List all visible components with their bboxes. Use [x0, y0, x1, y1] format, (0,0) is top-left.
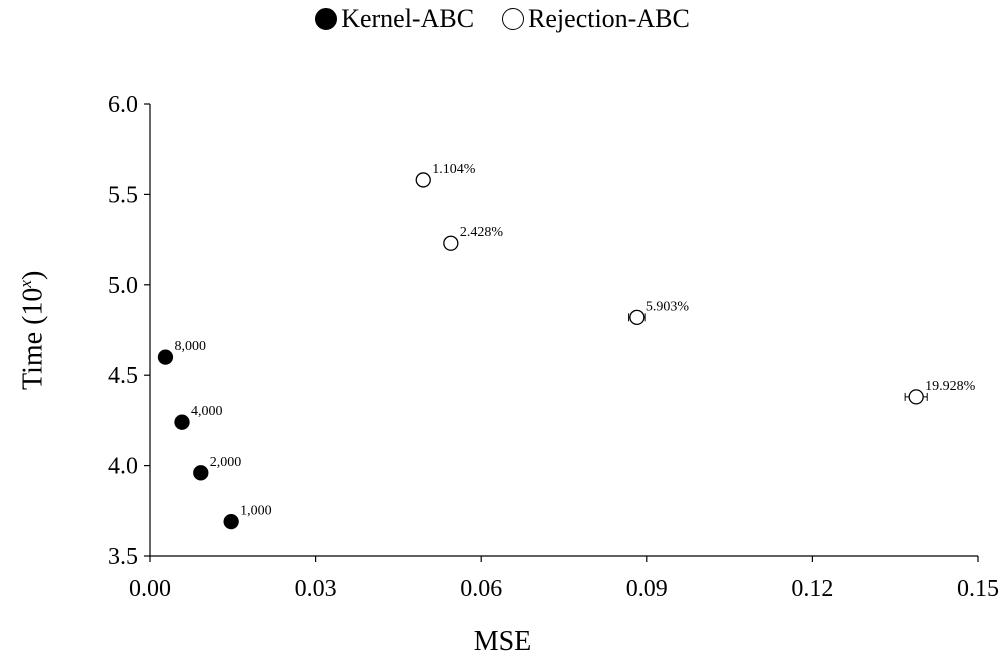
legend-label-kernel-abc: Kernel-ABC [341, 4, 475, 33]
y-axis-label-main: Time (10 [17, 287, 49, 390]
data-point-label: 2,000 [210, 455, 242, 470]
legend: Kernel-ABC Rejection-ABC [0, 4, 1005, 34]
rejection-abc-point [629, 309, 645, 325]
kernel-abc-point [223, 513, 239, 530]
data-point-label: 1,000 [240, 504, 271, 519]
x-axis-label: MSE [473, 626, 532, 657]
y-tick-label: 4.0 [108, 454, 138, 480]
kernel-abc-point [174, 414, 190, 430]
x-tick-label: 0.15 [957, 576, 999, 602]
y-tick-label: 5.0 [108, 273, 138, 299]
data-point-label: 8,000 [174, 339, 206, 354]
legend-label-rejection-abc: Rejection-ABC [528, 4, 690, 33]
kernel-abc-point [157, 349, 174, 365]
filled-circle-icon [315, 8, 338, 30]
data-point-label: 19.928% [925, 379, 976, 394]
open-circle-icon [502, 8, 525, 30]
rejection-abc-point [415, 172, 431, 188]
legend-item-rejection-abc: Rejection-ABC [502, 4, 690, 34]
data-point-label: 2.428% [460, 225, 504, 240]
data-point-label: 5.903% [646, 299, 690, 314]
x-tick-label: 0.06 [460, 576, 502, 602]
rejection-abc-point [908, 389, 924, 405]
kernel-abc-point [193, 465, 209, 481]
rejection-abc-point [443, 235, 459, 251]
y-tick-label: 5.5 [108, 182, 138, 208]
x-tick-label: 0.12 [791, 576, 833, 602]
x-tick-label: 0.03 [295, 576, 337, 602]
data-point-label: 4,000 [191, 404, 223, 419]
y-tick-label: 6.0 [108, 92, 138, 118]
x-tick-label: 0.09 [626, 576, 668, 602]
legend-item-kernel-abc: Kernel-ABC [315, 4, 474, 34]
data-point-label: 1.104% [432, 162, 476, 177]
x-tick-label: 0.00 [129, 576, 171, 602]
y-axis-label: Time (10x) [16, 271, 49, 390]
y-tick-label: 3.5 [108, 544, 138, 570]
y-axis-label-superscript: x [16, 280, 35, 288]
y-tick-label: 4.5 [108, 363, 138, 389]
y-axis-label-end: ) [17, 270, 49, 281]
